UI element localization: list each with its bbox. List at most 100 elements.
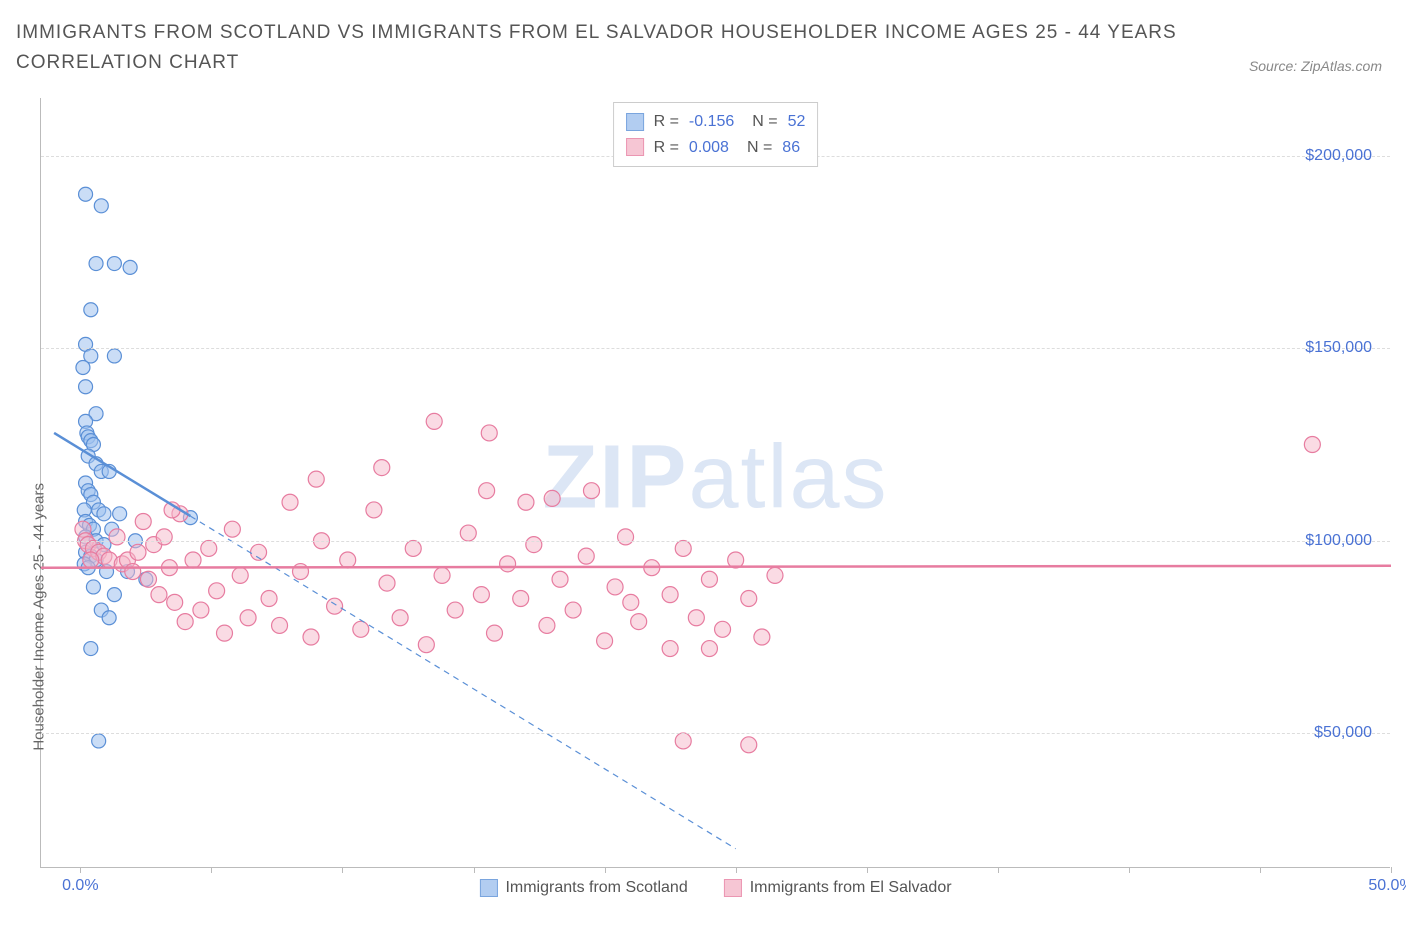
data-point (631, 614, 647, 630)
data-point (308, 471, 324, 487)
data-point (405, 540, 421, 556)
data-point (177, 614, 193, 630)
y-tick-label: $100,000 (1305, 532, 1372, 550)
y-tick-label: $50,000 (1314, 724, 1372, 742)
data-point (741, 591, 757, 607)
stats-row-scotland: R = -0.156 N = 52 (626, 109, 806, 135)
data-point (151, 587, 167, 603)
swatch-scotland (479, 879, 497, 897)
data-point (578, 548, 594, 564)
data-point (539, 617, 555, 633)
data-point (135, 514, 151, 530)
data-point (167, 594, 183, 610)
data-point (232, 567, 248, 583)
data-point (79, 380, 93, 394)
data-point (715, 621, 731, 637)
x-tick (80, 867, 81, 873)
data-point (374, 460, 390, 476)
data-point (303, 629, 319, 645)
data-point (434, 567, 450, 583)
r-label: R = (654, 109, 679, 135)
x-tick (1391, 867, 1392, 873)
plot-svg (41, 98, 1390, 867)
data-point (688, 610, 704, 626)
y-tick-label: $150,000 (1305, 339, 1372, 357)
data-point (94, 199, 108, 213)
source-attribution: Source: ZipAtlas.com (1249, 58, 1382, 74)
x-tick (474, 867, 475, 873)
legend-item-elsalvador: Immigrants from El Salvador (724, 879, 952, 897)
data-point (518, 494, 534, 510)
legend-label-scotland: Immigrants from Scotland (505, 879, 687, 897)
data-point (216, 625, 232, 641)
stats-legend: R = -0.156 N = 52 R = 0.008 N = 86 (613, 102, 819, 167)
data-point (83, 552, 99, 568)
data-point (240, 610, 256, 626)
data-point (156, 529, 172, 545)
data-point (473, 587, 489, 603)
data-point (353, 621, 369, 637)
swatch-elsalvador (626, 138, 644, 156)
swatch-elsalvador (724, 879, 742, 897)
data-point (544, 490, 560, 506)
data-point (662, 587, 678, 603)
x-tick (605, 867, 606, 873)
data-point (130, 544, 146, 560)
x-tick (1129, 867, 1130, 873)
data-point (79, 187, 93, 201)
data-point (113, 507, 127, 521)
data-point (675, 733, 691, 749)
x-tick (867, 867, 868, 873)
data-point (618, 529, 634, 545)
data-point (565, 602, 581, 618)
data-point (607, 579, 623, 595)
chart-area: ZIPatlas Householder Income Ages 25 - 44… (40, 98, 1390, 868)
data-point (84, 303, 98, 317)
gridline (41, 733, 1390, 734)
n-value-scotland: 52 (788, 109, 806, 135)
data-point (76, 361, 90, 375)
data-point (486, 625, 502, 641)
data-point (447, 602, 463, 618)
legend-item-scotland: Immigrants from Scotland (479, 879, 687, 897)
data-point (107, 349, 121, 363)
data-point (102, 611, 116, 625)
data-point (140, 571, 156, 587)
data-point (224, 521, 240, 537)
data-point (481, 425, 497, 441)
n-value-elsalvador: 86 (782, 135, 800, 161)
series-legend: Immigrants from Scotland Immigrants from… (479, 879, 951, 897)
data-point (754, 629, 770, 645)
data-point (767, 567, 783, 583)
data-point (513, 591, 529, 607)
data-point (1304, 437, 1320, 453)
data-point (89, 257, 103, 271)
data-point (282, 494, 298, 510)
r-value-scotland: -0.156 (689, 109, 734, 135)
data-point (107, 257, 121, 271)
r-label: R = (654, 135, 679, 161)
x-tick (1260, 867, 1261, 873)
data-point (293, 564, 309, 580)
data-point (109, 529, 125, 545)
data-point (272, 617, 288, 633)
data-point (261, 591, 277, 607)
stats-row-elsalvador: R = 0.008 N = 86 (626, 135, 806, 161)
data-point (340, 552, 356, 568)
data-point (201, 540, 217, 556)
trend-line-solid (54, 433, 190, 516)
x-tick-label: 0.0% (62, 877, 98, 895)
data-point (366, 502, 382, 518)
gridline (41, 348, 1390, 349)
x-tick (342, 867, 343, 873)
data-point (92, 734, 106, 748)
data-point (701, 571, 717, 587)
data-point (500, 556, 516, 572)
data-point (552, 571, 568, 587)
n-label: N = (747, 135, 772, 161)
data-point (597, 633, 613, 649)
data-point (392, 610, 408, 626)
r-value-elsalvador: 0.008 (689, 135, 729, 161)
n-label: N = (752, 109, 777, 135)
data-point (460, 525, 476, 541)
